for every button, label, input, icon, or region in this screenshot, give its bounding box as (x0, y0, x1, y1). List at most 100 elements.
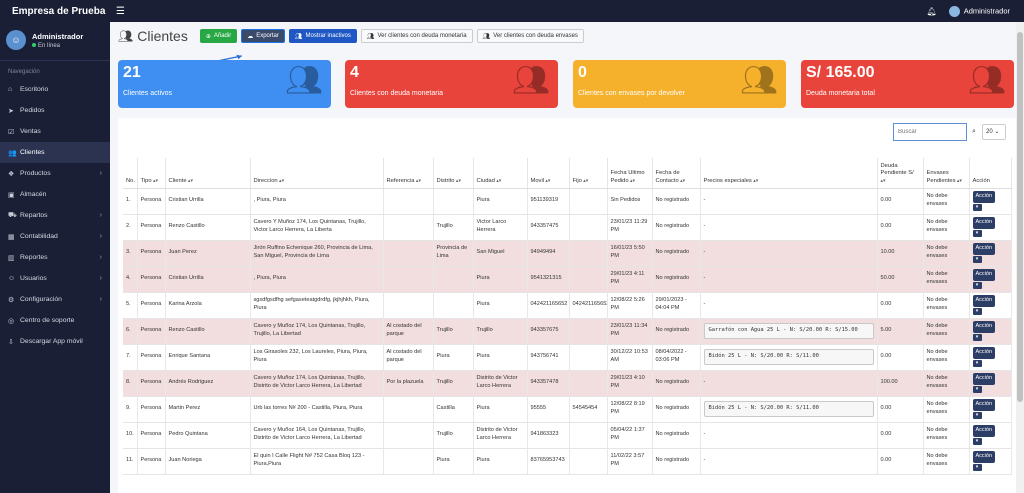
table-row[interactable]: 9. Persona Martin Perez Urb las torres N# 2… (123, 396, 1012, 423)
table-cell-text: 2. (126, 223, 131, 230)
action-dropdown-icon[interactable]: ▾ (972, 281, 982, 289)
column-header[interactable]: Tipo (137, 158, 166, 189)
sidebar-item-centro-de-soporte[interactable]: ◎ Centro de soporte (0, 310, 110, 331)
debt-money-filter-button[interactable]: 👥︎ Ver clientes con deuda monetaria (360, 29, 473, 43)
action-button[interactable]: Acción (972, 399, 996, 411)
table-row[interactable]: 3. Persona Juan Perez Jirón Ruffino Echeniq… (123, 240, 1012, 267)
action-button[interactable]: Acción (972, 191, 996, 203)
action-dropdown-icon[interactable]: ▾ (972, 359, 982, 367)
add-button[interactable]: ⊕ Añadir (199, 29, 238, 43)
column-header[interactable]: Direccion (250, 158, 384, 189)
table-cell (569, 344, 608, 371)
action-dropdown-icon[interactable]: ▾ (972, 229, 982, 237)
action-dropdown-icon[interactable]: ▾ (972, 307, 982, 315)
table-row[interactable]: 5. Persona Karina Arzola sgsdfgsdfhg sefgas… (123, 292, 1012, 319)
user-menu[interactable]: Administrador (948, 5, 1010, 17)
users-icon: 👥︎ (294, 33, 303, 40)
column-header[interactable]: Cliente (165, 158, 251, 189)
sidebar-item-reportes[interactable]: ▥ Reportes › (0, 247, 110, 268)
column-header[interactable]: Referencia (383, 158, 434, 189)
table-row[interactable]: 2. Persona Renzo Castillo Cavero Y Muñoz 17… (123, 214, 1012, 241)
cloud-download-icon: ☁ (247, 33, 254, 40)
search-input[interactable] (893, 123, 967, 141)
table-cell: 50.00 (877, 266, 924, 293)
column-header[interactable]: Envases Pendientes (923, 158, 970, 189)
table-cell-text: 08/04/2022 - 03:06 PM (655, 349, 687, 363)
sidebar-item-productos[interactable]: ❖ Productos › (0, 163, 110, 184)
action-button[interactable]: Acción (972, 425, 996, 437)
column-header[interactable]: Fijo (569, 158, 608, 189)
column-header[interactable]: Fecha Ultimo Pedido (607, 158, 653, 189)
card-container-debt-clients[interactable]: 0 Clientes con envases por devolver 👥︎ (573, 60, 786, 108)
sidebar-item-label: Ventas (20, 128, 41, 135)
table-cell-text: Cristian Urrilla (168, 275, 204, 282)
sidebar-item-ventas[interactable]: ☑ Ventas (0, 121, 110, 142)
table-cell: No debe envases (923, 344, 970, 371)
table-cell: Piura (433, 448, 474, 475)
table-row[interactable]: 1. Persona Cristian Urrilla , Piura, Piura P… (123, 188, 1012, 215)
brand-title[interactable]: Empresa de Prueba (12, 5, 106, 17)
sidebar-item-clientes[interactable]: 👥 Clientes (0, 142, 110, 163)
action-dropdown-icon[interactable]: ▾ (972, 463, 982, 471)
bell-icon[interactable]: 🔔︎ (926, 6, 937, 16)
action-button[interactable]: Acción (972, 347, 996, 359)
card-active-clients[interactable]: 21 Clientes activos 👥︎ (118, 60, 331, 108)
action-button[interactable]: Acción (972, 451, 996, 463)
table-row[interactable]: 6. Persona Renzo Castillo Cavero y Muñoz 17… (123, 318, 1012, 345)
online-dot-icon (32, 42, 36, 47)
card-total-debt[interactable]: S/ 165.00 Deuda monetaria total 👥︎ (801, 60, 1014, 108)
column-header[interactable]: Fecha de Contacto (652, 158, 701, 189)
table-row[interactable]: 7. Persona Enrique Santana Los Girasoles 23… (123, 344, 1012, 371)
sidebar-item-configuración[interactable]: ⚙ Configuración › (0, 289, 110, 310)
column-header[interactable]: Movil (527, 158, 570, 189)
action-button[interactable]: Acción (972, 295, 996, 307)
action-button[interactable]: Acción (972, 243, 996, 255)
table-cell (569, 266, 608, 293)
table-cell-text: Piura (476, 275, 490, 282)
sidebar-item-pedidos[interactable]: ➤ Pedidos (0, 100, 110, 121)
column-header[interactable]: Ciudad (473, 158, 528, 189)
action-dropdown-icon[interactable]: ▾ (972, 255, 982, 263)
table-cell-text: Sin Pedidos (610, 197, 641, 204)
debt-containers-filter-button[interactable]: 👥︎ Ver clientes con deuda envases (476, 29, 584, 43)
action-dropdown-icon[interactable]: ▾ (972, 437, 982, 445)
page-scrollbar[interactable] (1016, 22, 1024, 493)
search-icon[interactable]: ⌕ (972, 128, 976, 135)
hamburger-menu-icon[interactable]: ☰ (116, 5, 125, 17)
table-row[interactable]: 4. Persona Cristian Urrilla , Piura, Piura P… (123, 266, 1012, 293)
action-button[interactable]: Acción (972, 217, 996, 229)
column-header[interactable]: Precios especiales (700, 158, 878, 189)
action-dropdown-icon[interactable]: ▾ (972, 385, 982, 393)
sidebar-item-repartos[interactable]: ⛟ Repartos › (0, 205, 110, 226)
table-cell-text: No registrado (655, 327, 690, 334)
page-size-select[interactable]: 20 ⌄ (982, 124, 1006, 140)
sidebar-item-usuarios[interactable]: ☺ Usuarios › (0, 268, 110, 289)
column-header[interactable]: Distrito (433, 158, 474, 189)
table-row[interactable]: 10. Persona Pedro Quintana Cavero y Muñoz 1… (123, 422, 1012, 449)
table-cell: Renzo Castillo (165, 214, 251, 241)
sidebar-item-escritorio[interactable]: ⌂ Escritorio (0, 79, 110, 100)
action-dropdown-icon[interactable]: ▾ (972, 411, 982, 419)
table-cell: Persona (137, 266, 166, 293)
table-row[interactable]: 11. Persona Juan Noriega El quin I Calle Fl… (123, 448, 1012, 475)
sidebar-item-descargar-app-móvil[interactable]: ⇩ Descargar App móvil (0, 331, 110, 352)
action-dropdown-icon[interactable]: ▾ (972, 203, 982, 211)
scrollbar-thumb[interactable] (1017, 32, 1023, 402)
table-cell-text: 23/01/23 11:29 PM (610, 219, 648, 233)
action-button[interactable]: Acción (972, 321, 996, 333)
column-header[interactable]: Deuda Pendiente S/ (877, 158, 924, 189)
action-dropdown-icon[interactable]: ▾ (972, 333, 982, 341)
table-cell: - (700, 240, 878, 267)
table-cell-text: Piura (436, 353, 450, 360)
export-button[interactable]: ☁ Exportar (241, 29, 285, 43)
table-row[interactable]: 8. Persona Andrés Rodriguez Cavero y Muñoz … (123, 370, 1012, 397)
table-cell-text: Andrés Rodriguez (168, 379, 214, 386)
card-money-debt-clients[interactable]: 4 Clientes con deuda monetaria 👥︎ (345, 60, 558, 108)
action-button[interactable]: Acción (972, 373, 996, 385)
action-button[interactable]: Acción (972, 269, 996, 281)
check-square-icon: ☑ (8, 128, 15, 136)
show-inactive-button[interactable]: 👥︎ Mostrar inactivos (288, 29, 357, 43)
sidebar-item-contabilidad[interactable]: ▦ Contabilidad › (0, 226, 110, 247)
user-menu-label: Administrador (963, 5, 1010, 15)
sidebar-item-almacén[interactable]: ▣ Almacén (0, 184, 110, 205)
